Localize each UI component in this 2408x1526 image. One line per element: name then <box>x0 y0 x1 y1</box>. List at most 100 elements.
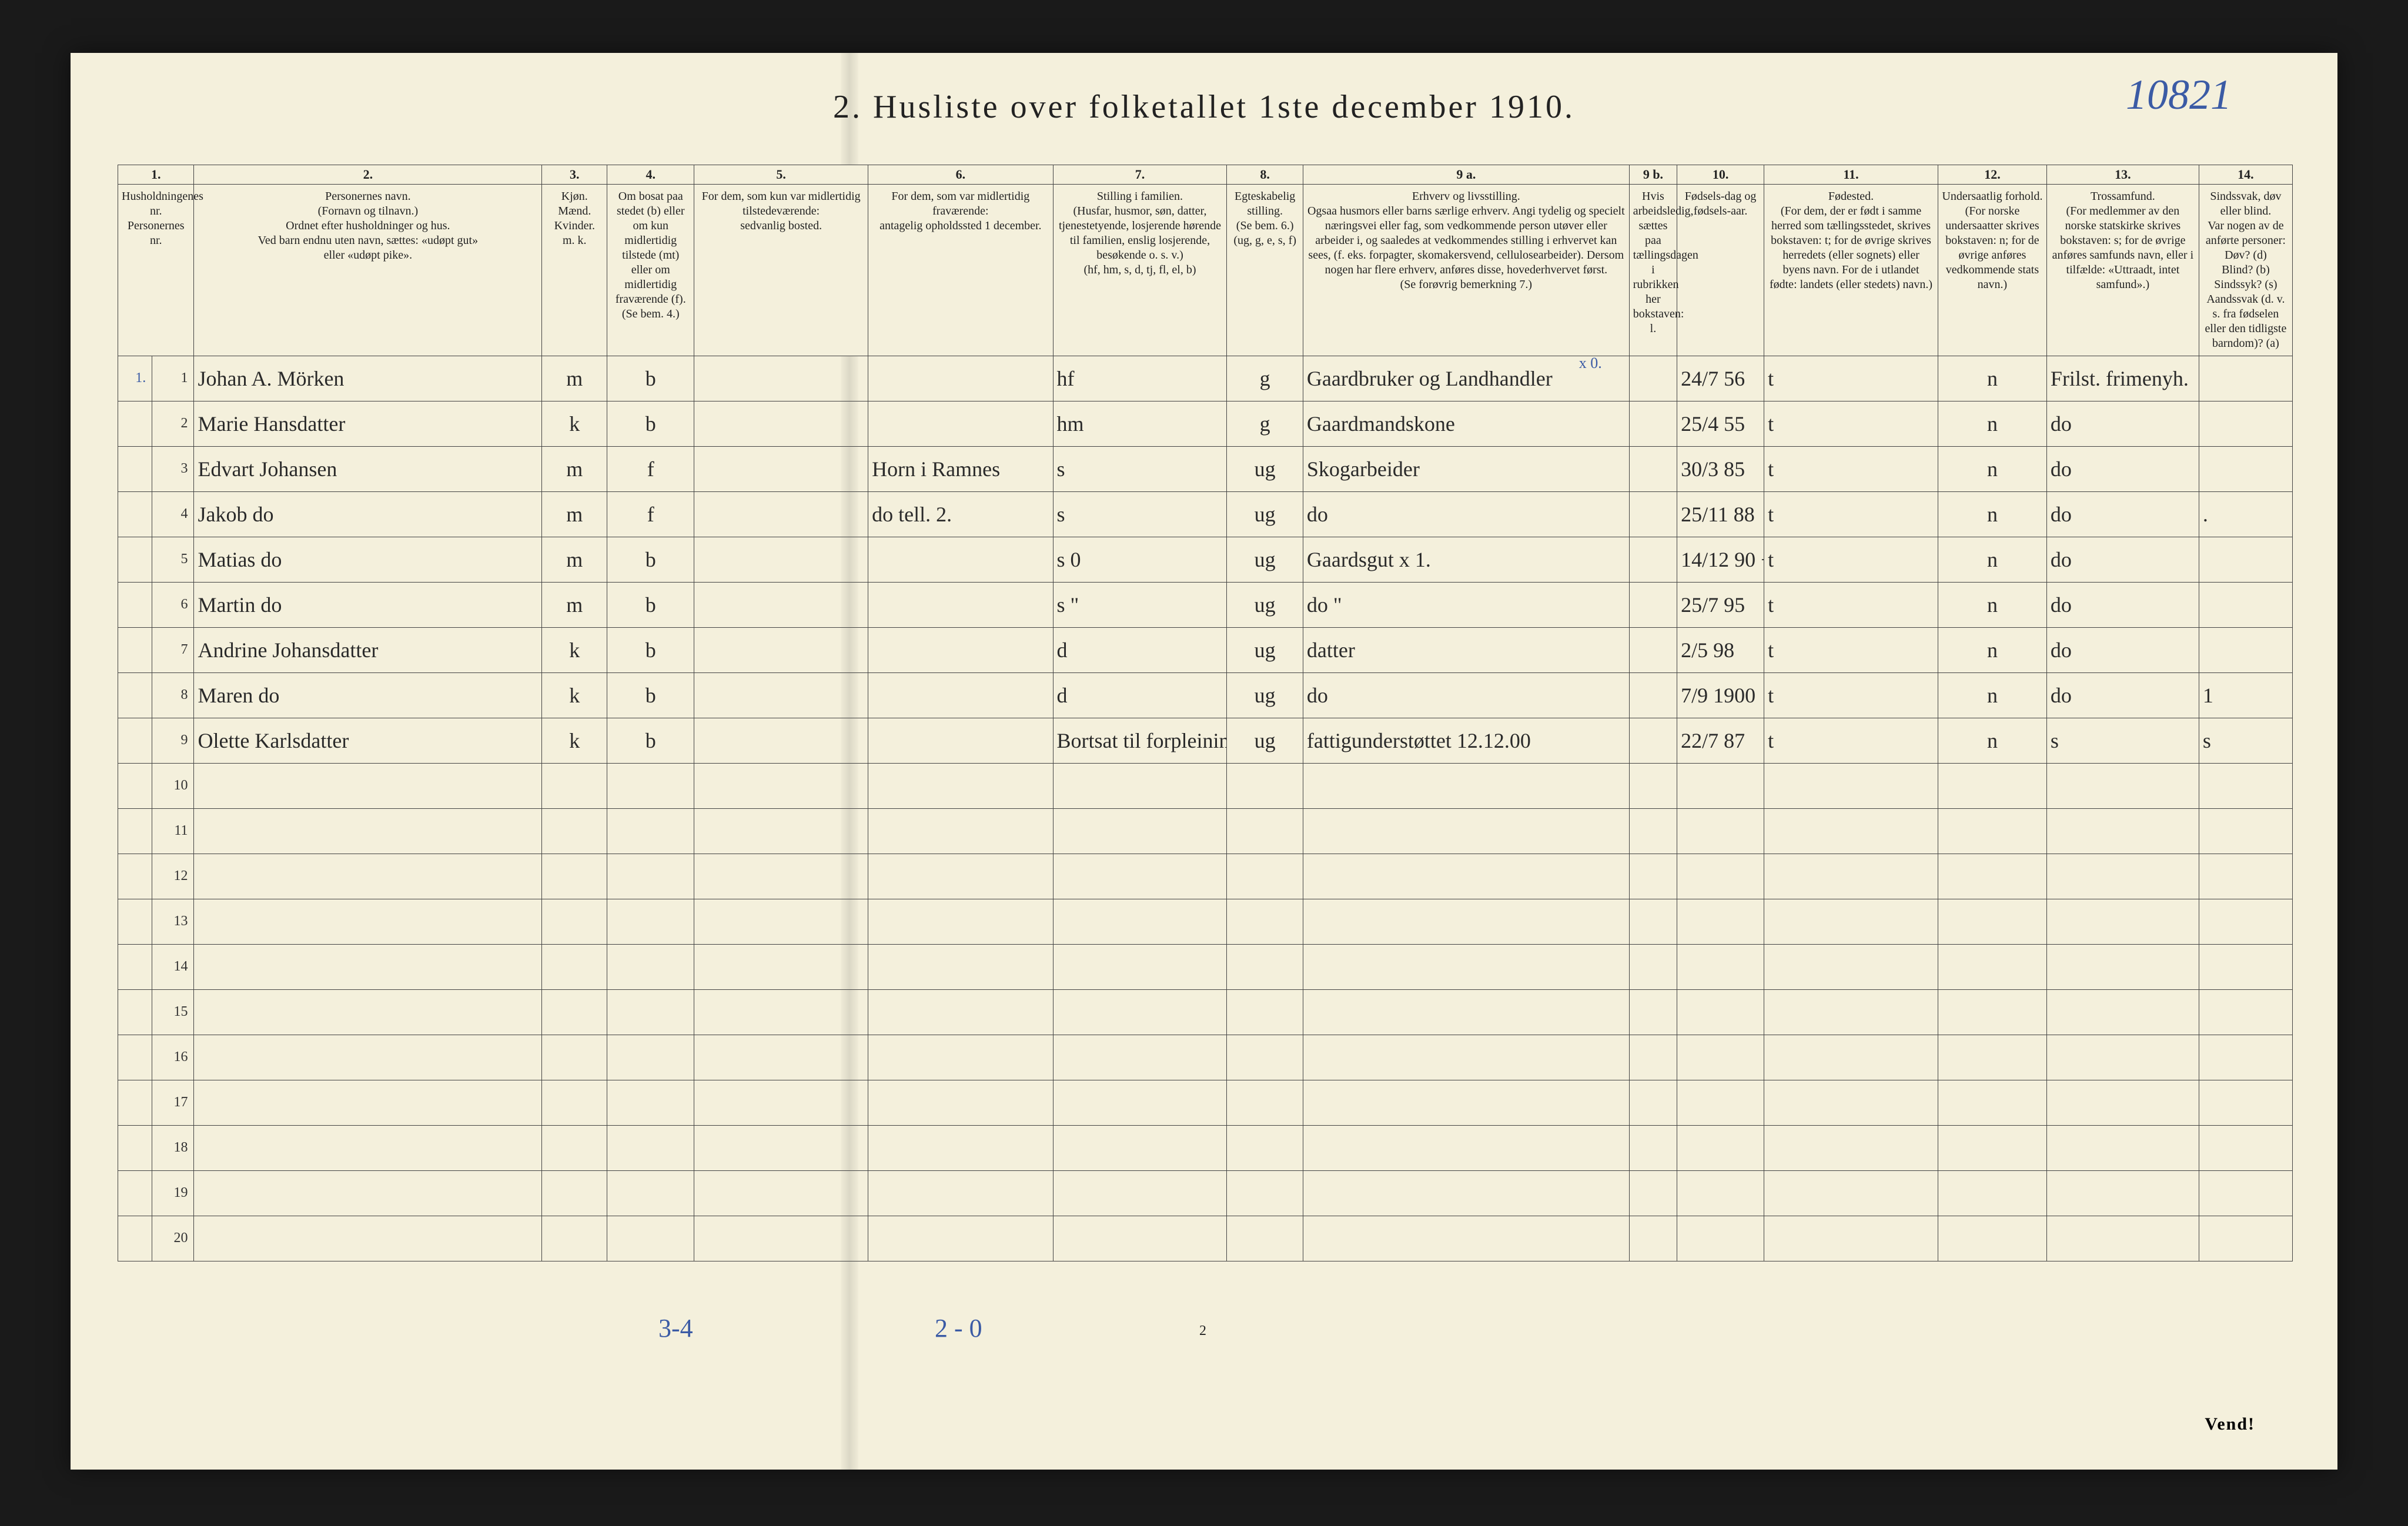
cell-empty <box>607 763 694 808</box>
cell-empty <box>1053 1080 1227 1125</box>
cell-rel: do <box>2046 446 2199 491</box>
cell-hh <box>118 446 152 491</box>
table-row-empty: 12 <box>118 854 2293 899</box>
cell-mar: ug <box>1227 627 1303 672</box>
cell-fam: hm <box>1053 401 1227 446</box>
cell-empty <box>1053 1125 1227 1170</box>
cell-mt <box>694 356 868 401</box>
cell-empty <box>194 854 542 899</box>
cell-l <box>1629 627 1677 672</box>
cell-pn: 7 <box>152 627 194 672</box>
cell-empty <box>194 808 542 854</box>
table-row: 8Maren dokbdugdo7/9 1900tndo1 <box>118 672 2293 718</box>
cell-occ: do <box>1303 672 1629 718</box>
cell-empty <box>694 1125 868 1170</box>
column-number: 9 a. <box>1303 165 1629 185</box>
cell-sex: k <box>542 627 607 672</box>
footer-tally-a: 3-4 <box>658 1313 693 1343</box>
cell-empty <box>194 1080 542 1125</box>
cell-empty: 11 <box>152 808 194 854</box>
cell-f <box>868 672 1053 718</box>
cell-empty <box>1764 808 1938 854</box>
cell-empty <box>2046 763 2199 808</box>
cell-empty <box>1677 854 1764 899</box>
column-number: 9 b. <box>1629 165 1677 185</box>
cell-empty <box>1764 1216 1938 1261</box>
cell-empty <box>1053 1216 1227 1261</box>
cell-sex: m <box>542 491 607 537</box>
cell-empty <box>1303 854 1629 899</box>
cell-empty <box>1764 1125 1938 1170</box>
column-header: Egteskabelig stilling. (Se bem. 6.) (ug,… <box>1227 184 1303 356</box>
cell-empty <box>1677 1080 1764 1125</box>
cell-l <box>1629 401 1677 446</box>
document-title: 2. Husliste over folketallet 1ste decemb… <box>71 88 2337 126</box>
cell-l <box>1629 356 1677 401</box>
cell-sex: k <box>542 672 607 718</box>
cell-occ: datter <box>1303 627 1629 672</box>
column-number: 12. <box>1938 165 2046 185</box>
cell-fam: d <box>1053 627 1227 672</box>
cell-empty <box>2199 1170 2292 1216</box>
cell-empty <box>1938 763 2046 808</box>
cell-occ: x 0.Gaardbruker og Landhandler <box>1303 356 1629 401</box>
cell-fam: d <box>1053 672 1227 718</box>
cell-empty <box>1629 989 1677 1035</box>
cell-hh <box>118 537 152 582</box>
cell-empty <box>1227 899 1303 944</box>
cell-dob: 7/9 1900 <box>1677 672 1764 718</box>
column-header: Hvis arbeidsledig, sættes paa tællingsda… <box>1629 184 1677 356</box>
cell-empty <box>868 1216 1053 1261</box>
cell-empty <box>1227 1216 1303 1261</box>
cell-dis <box>2199 356 2292 401</box>
cell-pn: 4 <box>152 491 194 537</box>
cell-empty <box>542 854 607 899</box>
cell-f <box>868 537 1053 582</box>
cell-mt <box>694 401 868 446</box>
cell-empty <box>2199 808 2292 854</box>
cell-empty: 13 <box>152 899 194 944</box>
cell-mar: ug <box>1227 672 1303 718</box>
cell-name: Jakob do <box>194 491 542 537</box>
cell-res: b <box>607 537 694 582</box>
cell-hh <box>118 582 152 627</box>
column-header: Stilling i familien. (Husfar, husmor, sø… <box>1053 184 1227 356</box>
cell-empty <box>607 1170 694 1216</box>
cell-empty <box>607 989 694 1035</box>
cell-empty <box>2199 1035 2292 1080</box>
cell-empty <box>542 899 607 944</box>
cell-dis <box>2199 582 2292 627</box>
column-number: 4. <box>607 165 694 185</box>
table-row: 5Matias dombs 0ugGaardsgut x 1.14/12 90 … <box>118 537 2293 582</box>
cell-pn: 2 <box>152 401 194 446</box>
cell-empty <box>194 989 542 1035</box>
cell-empty <box>1938 899 2046 944</box>
cell-empty <box>542 944 607 989</box>
cell-sex: k <box>542 401 607 446</box>
cell-birthplace: t <box>1764 491 1938 537</box>
cell-empty <box>694 808 868 854</box>
cell-empty <box>1764 1170 1938 1216</box>
cell-empty <box>1303 1080 1629 1125</box>
cell-birthplace: t <box>1764 582 1938 627</box>
cell-nat: n <box>1938 356 2046 401</box>
cell-nat: n <box>1938 401 2046 446</box>
cell-empty <box>118 989 152 1035</box>
cell-mar: ug <box>1227 537 1303 582</box>
table-row-empty: 19 <box>118 1170 2293 1216</box>
census-table-wrap: 1.2.3.4.5.6.7.8.9 a.9 b.10.11.12.13.14. … <box>118 165 2293 1261</box>
cell-f <box>868 582 1053 627</box>
cell-dis: 1 <box>2199 672 2292 718</box>
cell-pn: 8 <box>152 672 194 718</box>
cell-sex: m <box>542 356 607 401</box>
cell-empty: 14 <box>152 944 194 989</box>
cell-mt <box>694 582 868 627</box>
cell-empty <box>1938 808 2046 854</box>
cell-empty <box>1303 763 1629 808</box>
table-row-empty: 15 <box>118 989 2293 1035</box>
column-header: Fødested. (For dem, der er født i samme … <box>1764 184 1938 356</box>
table-row: 6Martin dombs "ugdo "25/7 95tndo <box>118 582 2293 627</box>
table-row: 9Olette KarlsdatterkbBortsat til forplei… <box>118 718 2293 763</box>
column-number: 13. <box>2046 165 2199 185</box>
cell-empty <box>118 854 152 899</box>
